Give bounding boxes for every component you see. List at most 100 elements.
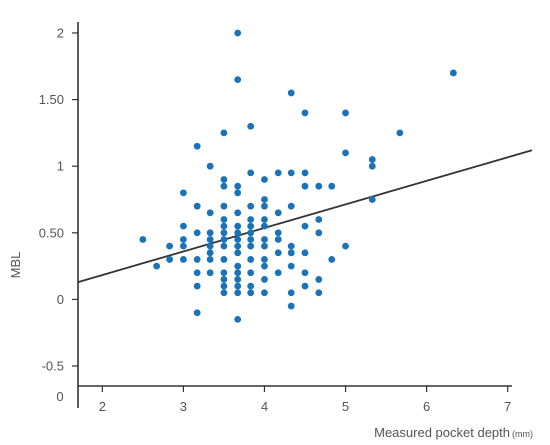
data-point <box>220 182 228 190</box>
data-point <box>234 269 242 277</box>
data-point <box>234 249 242 257</box>
origin-label: 0 <box>56 389 63 404</box>
data-point <box>234 242 242 250</box>
data-point <box>287 202 295 210</box>
data-point <box>166 242 174 250</box>
data-point <box>220 216 228 223</box>
data-point <box>301 222 309 230</box>
data-point <box>193 142 201 150</box>
data-point <box>261 256 268 263</box>
data-point <box>315 182 323 190</box>
y-tick-label: 1 <box>57 159 64 174</box>
data-point <box>193 309 201 317</box>
data-point <box>234 29 242 37</box>
y-axis-title: MBL <box>8 252 23 279</box>
data-point <box>206 229 214 237</box>
data-point <box>342 109 349 117</box>
data-point <box>274 249 282 257</box>
trend-line <box>77 149 533 283</box>
data-point <box>274 236 282 243</box>
data-point <box>234 276 242 283</box>
data-point <box>274 169 282 177</box>
data-point <box>193 256 201 263</box>
data-point <box>315 229 323 237</box>
x-tick-label: 6 <box>423 399 430 414</box>
data-point <box>179 236 187 243</box>
data-point <box>166 256 174 263</box>
data-point <box>179 222 187 230</box>
data-point <box>206 269 214 277</box>
data-point <box>220 256 228 263</box>
data-point <box>247 242 255 250</box>
data-point <box>287 169 295 177</box>
data-point <box>261 289 268 297</box>
data-point <box>247 202 255 210</box>
data-point <box>247 222 255 230</box>
data-point <box>287 302 295 310</box>
data-point <box>220 202 228 210</box>
data-point <box>368 162 376 170</box>
data-point <box>234 262 242 270</box>
data-point <box>206 236 214 243</box>
data-point <box>220 236 228 243</box>
data-point <box>220 129 228 137</box>
data-point <box>261 262 268 270</box>
data-point <box>261 276 268 283</box>
data-point <box>220 242 228 250</box>
data-point <box>220 176 228 183</box>
data-point <box>368 156 376 163</box>
data-point <box>301 182 309 190</box>
data-point <box>368 196 376 203</box>
data-point <box>220 269 228 277</box>
y-tick-label: 2 <box>57 25 64 40</box>
data-point <box>261 202 268 210</box>
data-point <box>179 189 187 197</box>
data-points <box>139 29 457 323</box>
x-tick-label: 5 <box>342 399 349 414</box>
data-point <box>220 222 228 230</box>
x-axis-unit: (mm) <box>512 429 533 439</box>
data-point <box>261 236 268 243</box>
data-point <box>274 229 282 237</box>
data-point <box>234 289 242 297</box>
data-point <box>220 282 228 290</box>
data-point <box>206 242 214 250</box>
data-point <box>247 169 255 177</box>
data-point <box>247 269 255 277</box>
data-point <box>247 289 255 297</box>
x-tick-label: 2 <box>99 399 106 414</box>
data-point <box>247 236 255 243</box>
data-point <box>315 276 323 283</box>
data-point <box>287 242 295 250</box>
data-point <box>193 229 201 237</box>
trend-line-layer <box>77 149 533 283</box>
x-axis-title: Measured pocket depth <box>374 425 510 440</box>
axes <box>72 22 512 408</box>
data-point <box>261 196 268 203</box>
data-point <box>328 256 336 263</box>
data-point <box>234 222 242 230</box>
data-point <box>274 269 282 277</box>
data-point <box>247 122 255 130</box>
data-point <box>301 169 309 177</box>
data-point <box>193 202 201 210</box>
data-point <box>261 222 268 230</box>
data-point <box>449 69 457 77</box>
data-point <box>287 289 295 297</box>
data-point <box>220 229 228 237</box>
data-point <box>206 162 214 170</box>
data-point <box>396 129 404 137</box>
data-point <box>247 216 255 223</box>
data-point <box>206 209 214 217</box>
data-point <box>179 242 187 250</box>
data-point <box>247 256 255 263</box>
x-tick-label: 3 <box>180 399 187 414</box>
data-point <box>220 289 228 297</box>
data-point <box>179 256 187 263</box>
data-point <box>342 149 349 157</box>
data-point <box>301 282 309 290</box>
data-point <box>206 256 214 263</box>
data-point <box>234 229 242 237</box>
data-point <box>315 289 323 297</box>
